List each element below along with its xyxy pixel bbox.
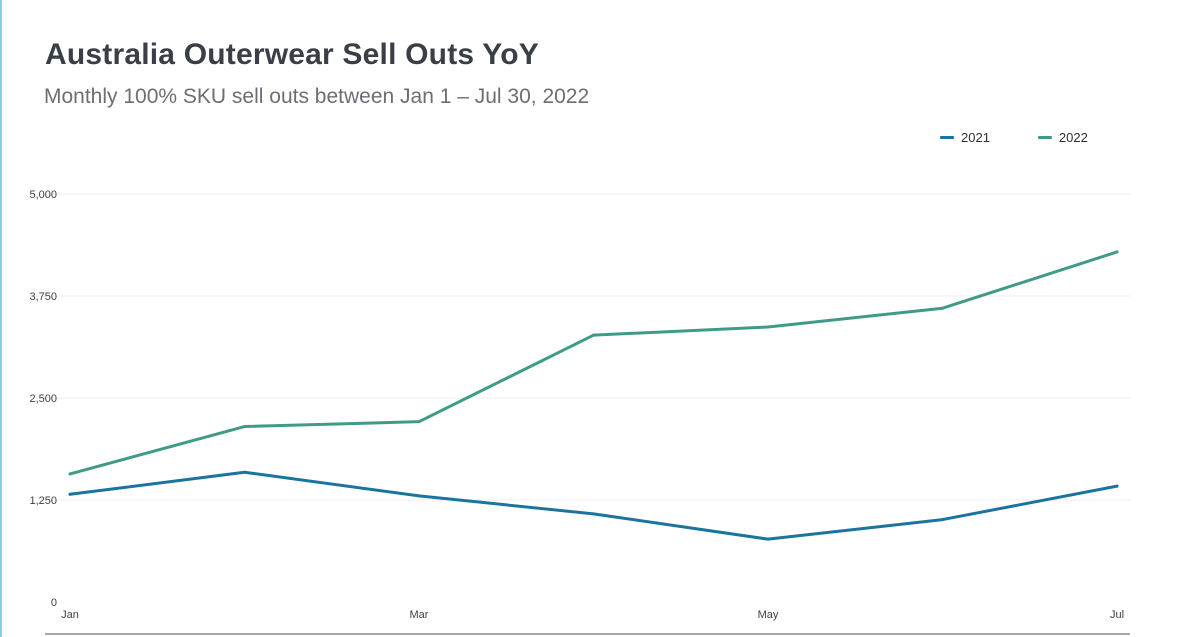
data-point-2021 <box>592 512 595 516</box>
series-line-2021 <box>68 470 1119 541</box>
y-tick-label: 2,500 <box>29 393 57 405</box>
legend-item-2022[interactable]: 2022 <box>1037 130 1088 145</box>
legend-label-2021: 2021 <box>961 130 990 145</box>
data-point-2022 <box>417 420 421 424</box>
y-tick-label: 3,750 <box>29 291 57 303</box>
data-point-2021 <box>1115 484 1119 488</box>
chart-subtitle: Monthly 100% SKU sell outs between Jan 1… <box>44 85 590 108</box>
legend-swatch-2022 <box>1037 136 1052 139</box>
y-tick-label: 5,000 <box>29 189 57 201</box>
y-tick-label: 0 <box>51 597 57 609</box>
data-point-2022 <box>1115 250 1119 254</box>
x-tick-label: May <box>758 609 779 621</box>
data-point-2021 <box>766 537 770 541</box>
data-point-2021 <box>417 494 421 498</box>
x-tick-label: Jul <box>1110 609 1124 621</box>
x-tick-label: Jan <box>61 609 79 621</box>
left-edge-border <box>0 0 2 637</box>
data-point-2022 <box>592 333 595 337</box>
data-point-2022 <box>68 472 72 476</box>
y-tick-label: 1,250 <box>29 495 57 507</box>
data-point-2021 <box>68 492 72 496</box>
chart-title: Australia Outerwear Sell Outs YoY <box>45 38 539 71</box>
series-line-2022 <box>68 250 1119 476</box>
legend-label-2022: 2022 <box>1058 130 1088 145</box>
legend-item-2021[interactable]: 2021 <box>940 130 990 145</box>
data-point-2022 <box>766 325 770 329</box>
data-point-2021 <box>941 518 944 522</box>
data-point-2021 <box>243 470 246 474</box>
legend-swatch-2021 <box>940 136 954 139</box>
x-tick-label: Mar <box>410 609 429 621</box>
data-point-2022 <box>243 425 246 429</box>
data-point-2022 <box>941 306 944 310</box>
chart-legend: 2021 2022 <box>940 130 1088 145</box>
